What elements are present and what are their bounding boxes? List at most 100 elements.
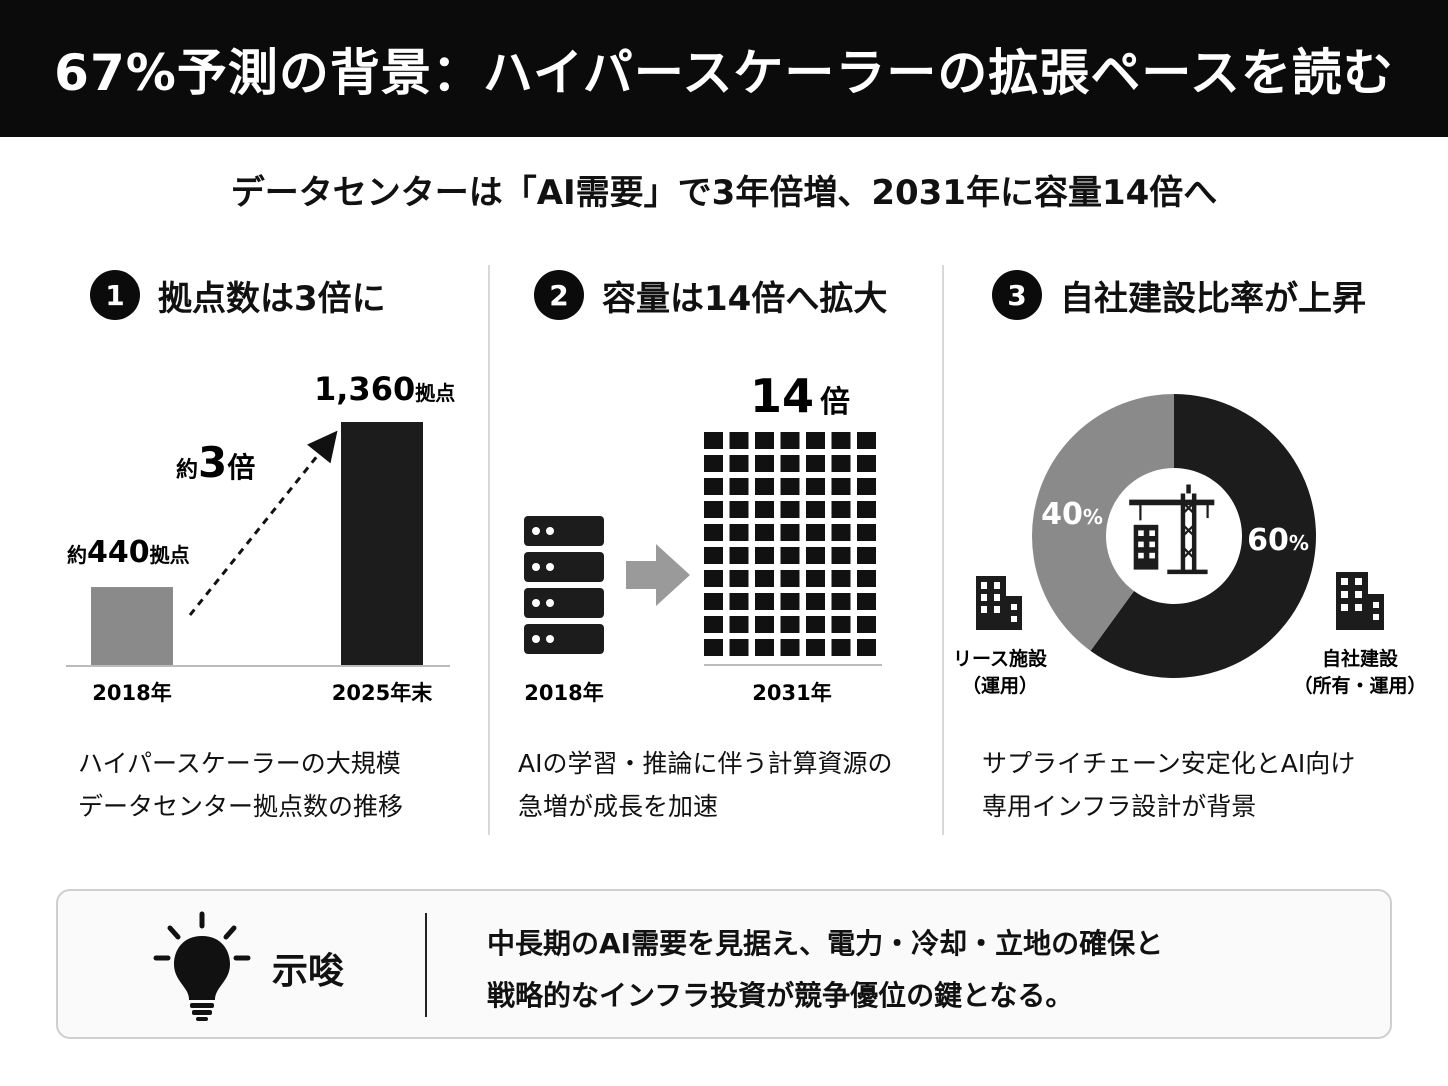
- description-line: 急増が成長を加速: [518, 792, 719, 821]
- chart-1-bar: [91, 587, 173, 666]
- chart-2-block: [806, 639, 825, 656]
- description-line: サプライチェーン安定化とAI向け: [982, 749, 1356, 778]
- description-line: AIの学習・推論に伴う計算資源の: [518, 749, 893, 778]
- section-heading-text: 容量は14倍へ拡大: [602, 278, 888, 319]
- chart-2-block: [831, 478, 851, 495]
- chart-2-annotation: 14 倍: [750, 369, 850, 423]
- chart-1-bar: [341, 422, 423, 666]
- server-rack-icon: [524, 516, 604, 654]
- chart-1-value-label: 1,360拠点: [314, 370, 455, 408]
- chart-2-svg: 14 倍 2018年 2031年: [524, 369, 882, 705]
- chart-2-block: [806, 501, 825, 518]
- chart-3-slice: [1090, 394, 1316, 678]
- chart-1-growth-arrow: [188, 430, 338, 616]
- chart-2-block: [857, 570, 876, 587]
- chart-2-block: [857, 478, 876, 495]
- chart-2-block: [780, 570, 800, 587]
- chart-2-block: [755, 547, 774, 564]
- chart-2-block: [729, 524, 749, 541]
- chart-2-block: [704, 501, 723, 518]
- chart-1-annotation: 約3倍: [176, 438, 255, 487]
- chart-3-svg: 60% 40% リース施設 （運用） 自社建設 （所有・運用）: [953, 394, 1427, 697]
- implication-box: [56, 889, 1392, 1039]
- chart-2-block: [704, 547, 723, 564]
- implication-line: 中長期のAI需要を見据え、電力・冷却・立地の確保と: [487, 927, 1164, 960]
- chart-2-block: [755, 639, 774, 656]
- chart-2-block: [806, 616, 825, 633]
- chart-2-block: [729, 478, 749, 495]
- section-heading-2: 2 容量は14倍へ拡大: [534, 268, 887, 322]
- chart-3-value-label: 60%: [1247, 523, 1309, 558]
- chart-2-block: [806, 570, 825, 587]
- chart-2-block: [755, 478, 774, 495]
- chart-2-block: [704, 524, 723, 541]
- section-heading-text: 拠点数は3倍に: [158, 278, 386, 319]
- chart-2-block: [755, 616, 774, 633]
- chart-3-legend-label: （運用）: [962, 674, 1038, 697]
- chart-1-value-label: 約440拠点: [67, 535, 190, 570]
- chart-2-block: [857, 455, 876, 472]
- description-line: 専用インフラ設計が背景: [982, 792, 1257, 821]
- chart-2-block: [831, 616, 851, 633]
- chart-3-legend-label: （所有・運用）: [1293, 674, 1426, 697]
- chart-2-block: [857, 501, 876, 518]
- construction-crane-icon: [1129, 484, 1215, 575]
- page-title: 67%予測の背景：ハイパースケーラーの拡張ペースを読む: [0, 0, 1448, 137]
- section-divider: [942, 265, 944, 835]
- chart-2-block: [755, 593, 774, 610]
- section-divider: [488, 265, 490, 835]
- chart-2-block: [729, 501, 749, 518]
- chart-2-block: [831, 547, 851, 564]
- chart-2-block: [831, 593, 851, 610]
- section-number-badge: 3: [992, 270, 1042, 320]
- section-number-badge: 2: [534, 270, 584, 320]
- section-heading-3: 3 自社建設比率が上昇: [992, 268, 1366, 322]
- chart-2-block: [729, 455, 749, 472]
- chart-2-block: [704, 432, 723, 449]
- page-title-text: 67%予測の背景：ハイパースケーラーの拡張ペースを読む: [54, 43, 1394, 102]
- chart-2-block: [806, 524, 825, 541]
- chart-2-block: [857, 639, 876, 656]
- chart-1-category-label: 2018年: [92, 681, 171, 705]
- chart-2-block: [729, 616, 749, 633]
- chart-2-block: [755, 524, 774, 541]
- chart-2-block: [780, 639, 800, 656]
- chart-2-block: [780, 455, 800, 472]
- chart-2-block: [755, 570, 774, 587]
- chart-2-block: [755, 455, 774, 472]
- chart-2-block: [780, 616, 800, 633]
- chart-2-block: [831, 432, 851, 449]
- implication-text: 中長期のAI需要を見据え、電力・冷却・立地の確保と 戦略的なインフラ投資が競争優…: [487, 918, 1163, 1022]
- chart-1-svg: 約3倍 約440拠点 1,360拠点 2018年 2025年末: [66, 370, 455, 705]
- chart-2-block: [780, 593, 800, 610]
- chart-2-block: [831, 524, 851, 541]
- chart-2-block: [704, 478, 723, 495]
- chart-2-block: [729, 593, 749, 610]
- section-description-2: AIの学習・推論に伴う計算資源の 急増が成長を加速: [518, 742, 892, 828]
- chart-2-block: [831, 455, 851, 472]
- chart-2-category-label: 2018年: [524, 681, 603, 705]
- chart-3-value-label: 40%: [1041, 497, 1103, 532]
- section-description-1: ハイパースケーラーの大規模 データセンター拠点数の推移: [78, 742, 403, 828]
- chart-2-block: [806, 547, 825, 564]
- chart-2-block: [729, 432, 749, 449]
- chart-2-block: [729, 570, 749, 587]
- chart-2-block: [729, 547, 749, 564]
- building-icon: [1336, 572, 1384, 630]
- chart-2-block: [704, 616, 723, 633]
- chart-2-block: [780, 432, 800, 449]
- chart-2-category-label: 2031年: [752, 681, 831, 705]
- chart-2-block: [857, 593, 876, 610]
- chart-2-block: [704, 593, 723, 610]
- chart-2-block: [780, 547, 800, 564]
- chart-2-block: [806, 455, 825, 472]
- chart-3-slice: [1032, 394, 1174, 651]
- chart-3-legend-label: 自社建設: [1322, 647, 1399, 670]
- chart-2-block: [729, 639, 749, 656]
- chart-2-block: [806, 432, 825, 449]
- implication-line: 戦略的なインフラ投資が競争優位の鍵となる。: [487, 979, 1074, 1012]
- chart-3-legend-label: リース施設: [953, 647, 1048, 670]
- implication-label: 示唆: [272, 951, 345, 992]
- chart-2-block: [806, 478, 825, 495]
- section-heading-1: 1 拠点数は3倍に: [90, 268, 386, 322]
